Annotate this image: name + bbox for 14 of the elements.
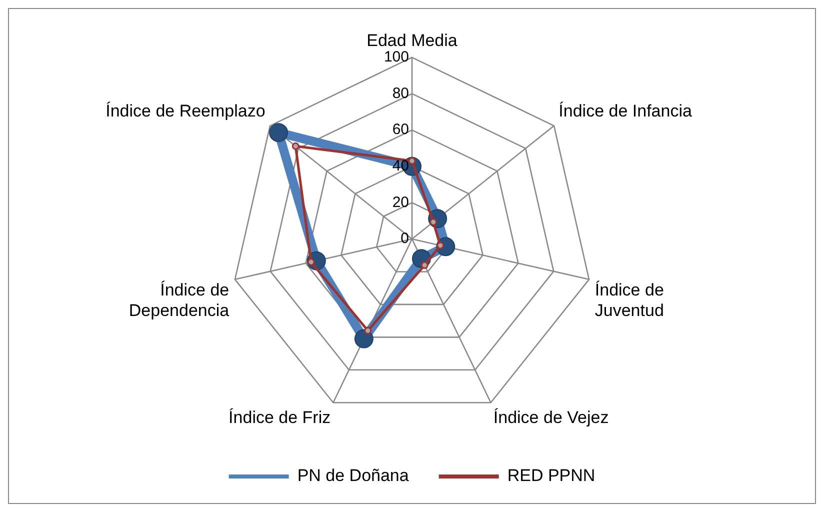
spoke-label: Índice de Dependencia [128, 280, 230, 320]
spoke-label: Índice de Infancia [558, 102, 692, 121]
spoke-label: Edad Media [366, 30, 458, 50]
y-tick-label: 100 [384, 48, 409, 66]
legend-label: PN de Doñana [297, 466, 410, 486]
legend-label: RED PPNN [507, 466, 596, 486]
y-tick-label: 80 [392, 84, 409, 102]
spoke-label: Índice de Juventud [594, 280, 664, 320]
spoke-label: Índice de Vejez [493, 408, 609, 427]
y-tick-label: 60 [392, 121, 409, 138]
spoke-label: Índice de Reemplazo [106, 102, 266, 121]
spoke-label: Índice de Friz [228, 408, 331, 427]
y-tick-label: 20 [392, 194, 409, 211]
y-tick-label: 0 [400, 230, 409, 248]
